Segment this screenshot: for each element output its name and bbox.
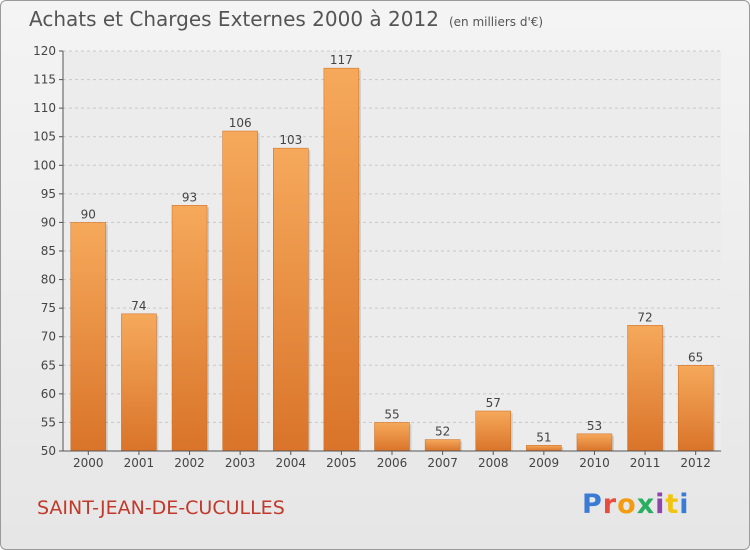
bar-value-label: 65 — [688, 350, 703, 364]
y-tick-label: 120 — [33, 44, 56, 58]
bar-value-label: 72 — [637, 310, 652, 324]
x-tick-label: 2002 — [174, 456, 205, 470]
bar-value-label: 106 — [229, 116, 252, 130]
bar — [323, 67, 360, 452]
bar-value-label: 53 — [587, 419, 602, 433]
logo-letter: i — [679, 489, 690, 520]
bar — [677, 365, 714, 452]
bar — [70, 222, 107, 452]
bar — [576, 433, 613, 452]
y-tick-label: 70 — [41, 330, 56, 344]
bar-value-label: 93 — [182, 190, 197, 204]
chart-unit: (en milliers d'€) — [448, 15, 544, 29]
logo-letter: P — [582, 489, 603, 520]
bar-value-label: 90 — [81, 207, 96, 221]
bar — [627, 325, 663, 452]
y-tick-label: 100 — [33, 158, 56, 172]
y-tick-label: 95 — [41, 187, 56, 201]
y-tick-label: 75 — [41, 301, 56, 315]
x-tick-label: 2009 — [529, 456, 560, 470]
x-tick-label: 2006 — [377, 456, 408, 470]
logo-letter: o — [617, 489, 637, 520]
y-tick-label: 60 — [41, 387, 56, 401]
y-tick-label: 110 — [33, 101, 56, 115]
chart-title: Achats et Charges Externes 2000 à 2012 (e… — [29, 7, 543, 31]
bar — [273, 147, 309, 452]
x-tick-label: 2003 — [225, 456, 256, 470]
x-tick-label: 2007 — [427, 456, 458, 470]
bar-value-label: 103 — [279, 133, 302, 147]
y-tick-label: 80 — [41, 273, 56, 287]
x-tick-label: 2010 — [579, 456, 610, 470]
x-tick-label: 2004 — [275, 456, 306, 470]
bar-value-label: 52 — [435, 425, 450, 439]
y-tick-label: 85 — [41, 244, 56, 258]
bar — [374, 422, 410, 452]
bar-value-label: 55 — [384, 407, 399, 421]
chart-title-text: Achats et Charges Externes 2000 à 2012 — [29, 7, 439, 31]
bar — [475, 410, 511, 452]
bar — [424, 439, 461, 452]
logo-letter: i — [655, 489, 666, 520]
bar — [171, 205, 208, 452]
x-tick-label: 2001 — [124, 456, 155, 470]
bar-value-label: 74 — [131, 299, 146, 313]
commune-name: SAINT-JEAN-DE-CUCULLES — [37, 497, 285, 519]
bar — [222, 130, 258, 452]
logo-letter: t — [665, 489, 680, 520]
logo-letter: x — [636, 489, 656, 520]
y-tick-label: 105 — [33, 130, 56, 144]
bar — [526, 445, 562, 452]
y-tick-label: 90 — [41, 215, 56, 229]
bar-value-label: 117 — [330, 53, 353, 67]
bar-value-label: 57 — [486, 396, 501, 410]
y-tick-label: 50 — [41, 444, 56, 458]
x-tick-label: 2011 — [630, 456, 661, 470]
x-tick-label: 2008 — [478, 456, 509, 470]
y-tick-label: 65 — [41, 358, 56, 372]
x-tick-label: 2000 — [73, 456, 104, 470]
bar — [121, 313, 157, 452]
y-tick-label: 115 — [33, 73, 56, 87]
logo-letter: r — [602, 489, 618, 520]
proxiti-logo: Proxiti — [582, 489, 690, 520]
x-tick-label: 2005 — [326, 456, 357, 470]
y-tick-label: 55 — [41, 415, 56, 429]
x-tick-label: 2012 — [680, 456, 711, 470]
bar-value-label: 51 — [536, 430, 551, 444]
